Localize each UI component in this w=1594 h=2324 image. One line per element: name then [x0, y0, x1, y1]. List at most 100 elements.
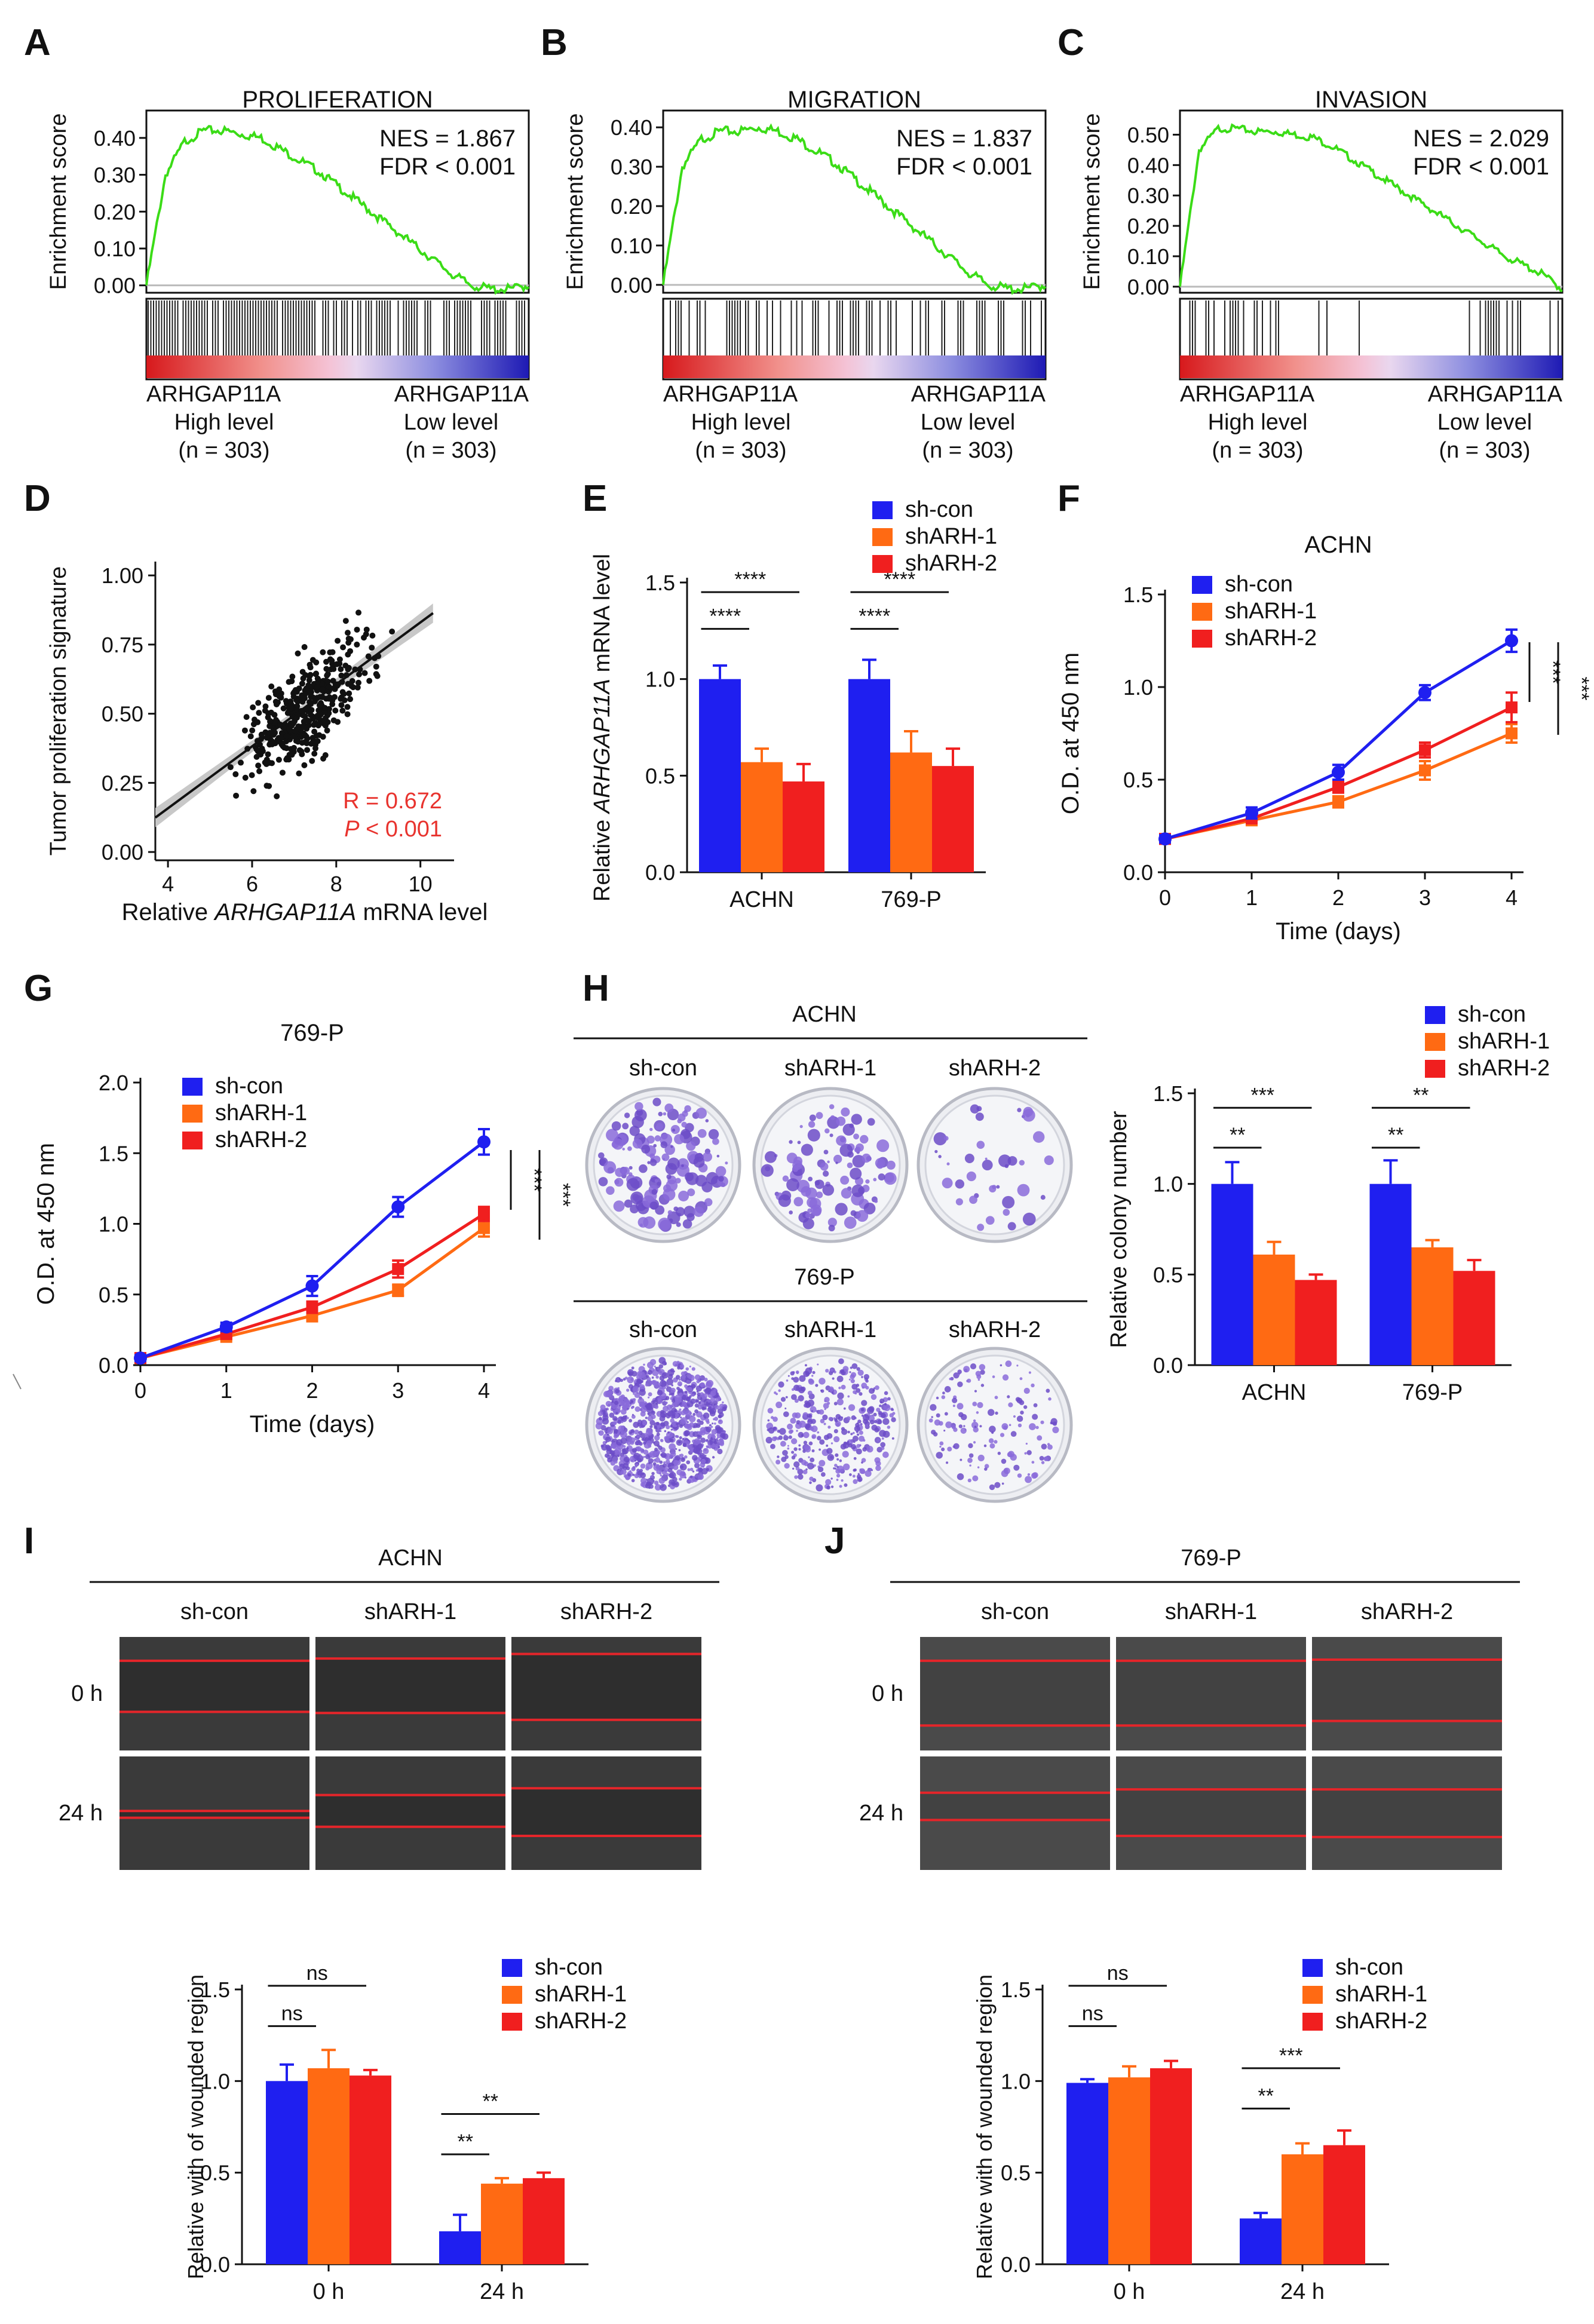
colony — [663, 1188, 676, 1201]
significance-label: *** — [551, 1183, 574, 1207]
colony — [1016, 1415, 1023, 1422]
x-tick-label: 3 — [1419, 885, 1431, 910]
colony — [784, 1408, 787, 1410]
colony — [647, 1415, 654, 1422]
colony — [857, 1419, 862, 1424]
colony — [606, 1447, 611, 1451]
colony — [841, 1479, 844, 1482]
colony — [861, 1376, 863, 1378]
colony — [863, 1373, 870, 1380]
colony-plates: ACHN 769-P sh-con shARH-1 shARH-2 sh-con shARH… — [574, 1002, 1087, 1503]
colony — [635, 1463, 639, 1467]
data-point — [345, 635, 352, 642]
colony — [861, 1400, 867, 1406]
colony — [930, 1404, 937, 1411]
bar-shARH-2 — [350, 2075, 391, 2264]
data-point — [477, 1135, 491, 1149]
colony — [778, 1381, 784, 1388]
colony — [711, 1428, 718, 1435]
colony — [820, 1162, 829, 1171]
colony — [829, 1133, 833, 1138]
colony — [629, 1470, 632, 1473]
colony — [666, 1378, 674, 1385]
colony — [679, 1436, 682, 1440]
colony — [849, 1123, 854, 1129]
colony — [934, 1419, 941, 1426]
colony — [656, 1421, 660, 1425]
colony — [809, 1481, 812, 1485]
colony — [960, 1427, 967, 1434]
legend-label: shARH-1 — [535, 1982, 627, 2007]
colony — [663, 1112, 667, 1116]
colony — [817, 1466, 824, 1473]
colony — [614, 1400, 619, 1405]
colony — [834, 1464, 838, 1467]
colony — [857, 1476, 863, 1482]
gsea-group-label: (n = 303) — [922, 438, 1013, 463]
colony — [684, 1105, 691, 1112]
colony — [833, 1418, 838, 1421]
data-point — [338, 666, 344, 673]
colony — [689, 1412, 692, 1415]
colony — [851, 1363, 858, 1369]
y-tick-label: 0.75 — [102, 633, 143, 657]
data-point — [305, 1279, 319, 1293]
y-tick-label: 0.25 — [102, 771, 143, 795]
colony — [870, 1394, 877, 1400]
colony — [794, 1399, 799, 1403]
colony — [952, 1404, 956, 1408]
colony — [611, 1121, 621, 1131]
colony — [833, 1436, 840, 1443]
plate-inner-rim — [924, 1094, 1065, 1235]
colony — [632, 1448, 637, 1453]
legend-swatch-shARH-1 — [1425, 1033, 1445, 1051]
colony — [620, 1409, 627, 1415]
colony — [854, 1425, 861, 1432]
plate-group-title: ACHN — [792, 1002, 857, 1027]
y-axis-label-part: ARHGAP11A — [590, 679, 615, 814]
data-point — [327, 649, 333, 655]
colony — [828, 1390, 830, 1393]
colony — [611, 1445, 615, 1449]
colony — [660, 1141, 668, 1148]
colony — [1022, 1212, 1036, 1226]
wound-column-label: shARH-2 — [560, 1599, 652, 1624]
data-point — [272, 729, 278, 736]
colony — [706, 1426, 712, 1433]
gsea-group-label: High level — [691, 410, 791, 435]
colony — [647, 1412, 650, 1415]
colony — [607, 1428, 614, 1434]
colony — [825, 1369, 829, 1373]
colony — [710, 1425, 713, 1428]
data-point — [339, 679, 345, 685]
colony — [989, 1185, 997, 1193]
data-point — [326, 695, 332, 702]
colony — [1037, 1435, 1043, 1441]
wound-gap — [1116, 1660, 1306, 1726]
colony — [798, 1474, 804, 1480]
wound-gap — [1312, 1789, 1502, 1837]
colony — [979, 1425, 982, 1428]
data-point — [302, 713, 308, 719]
colony — [686, 1400, 694, 1408]
colony — [792, 1160, 802, 1170]
colony — [816, 1484, 823, 1492]
colony — [828, 1417, 833, 1421]
ranking-color-bar — [663, 355, 1046, 378]
panel-letter-a: A — [24, 22, 51, 63]
data-point — [355, 609, 362, 616]
colony — [704, 1377, 708, 1382]
colony — [630, 1191, 643, 1205]
colony — [953, 1443, 960, 1449]
colony — [839, 1485, 842, 1488]
y-tick-label: 0.00 — [102, 840, 143, 864]
colony — [933, 1132, 947, 1146]
colony — [1028, 1371, 1031, 1374]
colony — [654, 1405, 659, 1409]
colony — [680, 1371, 686, 1376]
colony — [869, 1388, 875, 1394]
colony — [943, 1136, 949, 1141]
data-point — [323, 666, 330, 672]
colony — [844, 1483, 848, 1487]
significance-label: *** — [523, 1168, 545, 1192]
